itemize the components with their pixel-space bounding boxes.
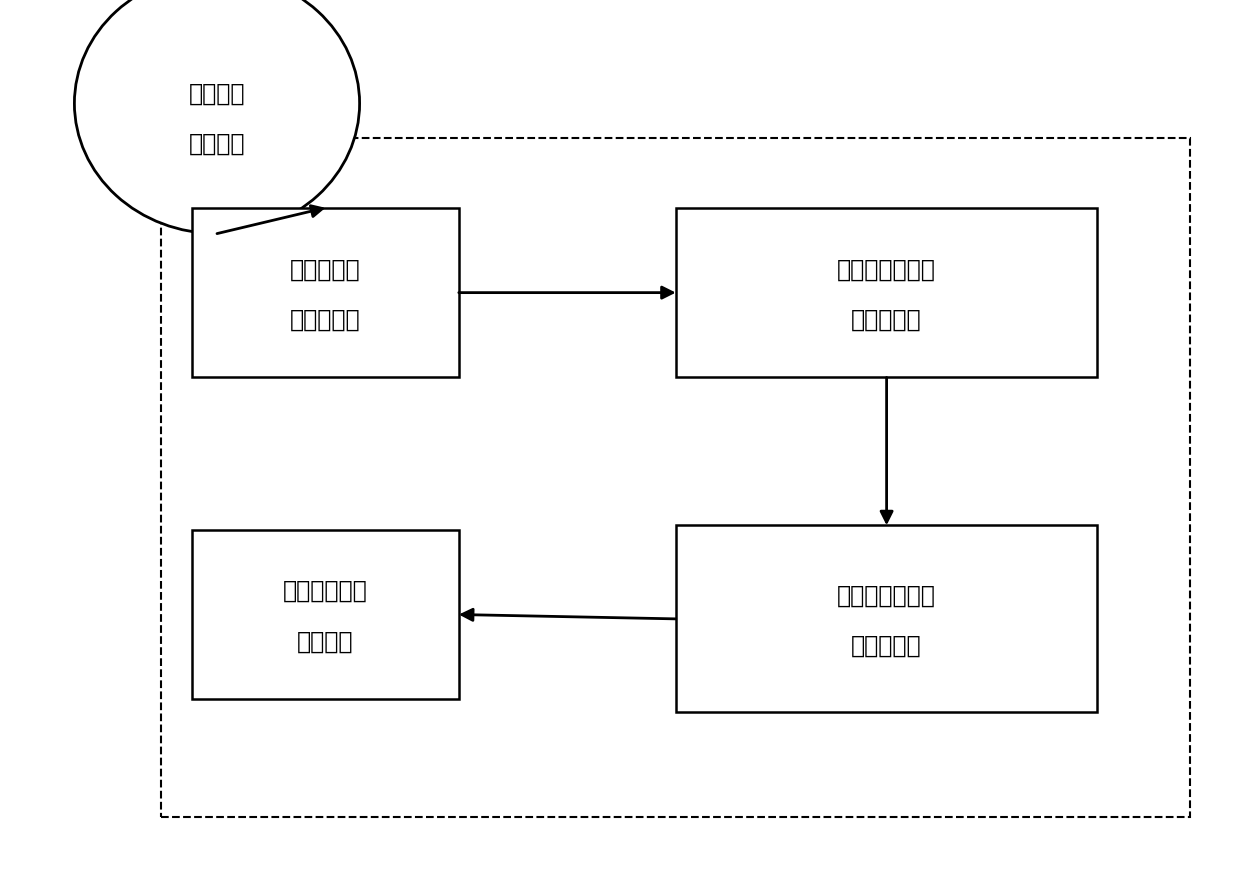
Text: 危险气源数据传: 危险气源数据传: [837, 257, 936, 281]
Text: 危险气源数: 危险气源数: [290, 257, 361, 281]
Text: 危险气源语音: 危险气源语音: [283, 579, 368, 602]
Text: 报警模块: 报警模块: [298, 629, 353, 653]
Ellipse shape: [74, 0, 360, 235]
Text: 输处理模块: 输处理模块: [852, 308, 921, 331]
Bar: [676, 209, 1097, 378]
Bar: [676, 526, 1097, 713]
Text: 据接收模块: 据接收模块: [290, 308, 361, 331]
Text: 能评价模块: 能评价模块: [852, 634, 921, 657]
Bar: [192, 530, 459, 700]
Text: 危险气源: 危险气源: [188, 82, 246, 106]
Text: 监测系统: 监测系统: [188, 131, 246, 156]
Text: 巷道室息危险智: 巷道室息危险智: [837, 583, 936, 607]
Bar: [192, 209, 459, 378]
Bar: [161, 139, 1190, 817]
